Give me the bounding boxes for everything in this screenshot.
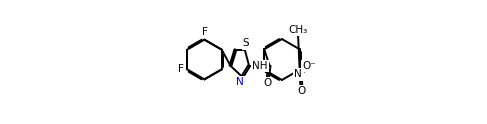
Text: O: O [298,86,306,96]
Text: S: S [243,38,249,48]
Text: O⁻: O⁻ [302,61,316,71]
Text: N⁺: N⁺ [294,69,307,79]
Text: N: N [236,77,244,87]
Text: CH₃: CH₃ [288,25,308,35]
Text: NH: NH [252,61,268,71]
Text: O: O [263,78,271,88]
Text: F: F [178,64,184,74]
Text: F: F [202,27,207,37]
